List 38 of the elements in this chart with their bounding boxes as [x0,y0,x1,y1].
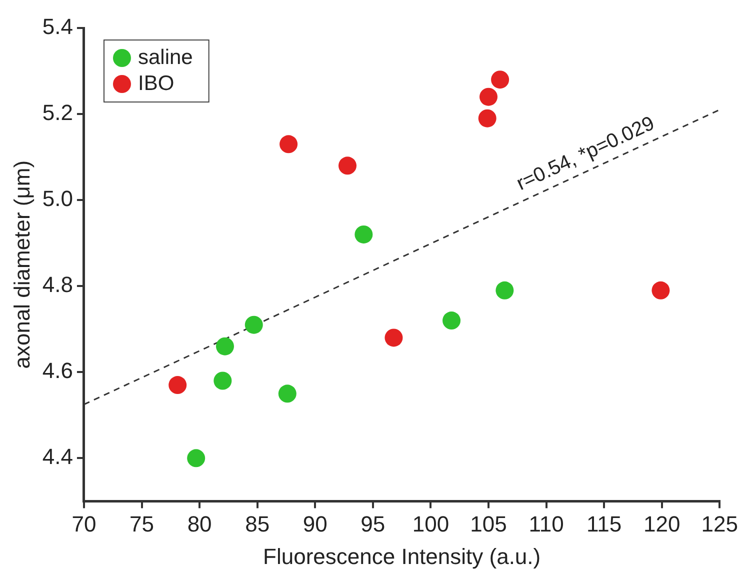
x-tick-label: 125 [701,511,738,536]
point [338,156,356,175]
x-tick-label: 120 [644,511,680,536]
y-tick-label: 5.2 [42,100,73,126]
x-tick-label: 105 [470,511,507,536]
x-axis-title: Fluorescence Intensity (a.u.) [263,544,541,569]
point [280,135,298,154]
point [354,225,373,244]
y-tick-label: 5.4 [42,14,73,40]
x-tick-label: 85 [245,511,270,536]
point [214,372,232,390]
point [652,281,670,300]
point [278,384,296,403]
point [187,449,206,468]
legend-label: saline [138,46,193,69]
point [491,70,510,89]
x-tick-label: 75 [130,511,154,536]
x-tick-label: 100 [412,511,450,536]
y-tick-label: 4.8 [42,272,73,298]
x-tick-label: 115 [586,511,622,536]
x-tick-label: 70 [72,511,96,536]
x-tick-label: 95 [360,511,386,536]
x-tick-label: 90 [302,511,328,536]
y-tick-label: 4.4 [42,444,73,470]
y-tick-label: 4.6 [42,358,73,384]
point [216,337,234,356]
point [244,316,263,334]
x-tick-label: 110 [528,511,564,536]
point [168,376,187,394]
point [479,88,498,106]
x-tick-label: 80 [187,511,212,536]
point [478,109,496,128]
point [384,328,403,347]
y-axis-title: axonal diameter (μm) [9,160,34,369]
point [442,312,461,330]
legend-label: IBO [138,72,174,95]
y-tick-label: 5.0 [42,186,73,212]
point [496,281,514,300]
